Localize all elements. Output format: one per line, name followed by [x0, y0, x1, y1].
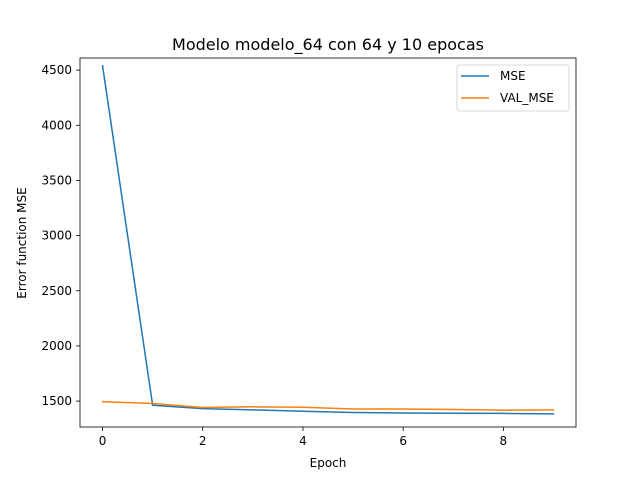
y-tick-label: 4500	[41, 63, 72, 77]
x-tick-label: 2	[199, 434, 207, 448]
series-line-mse	[101, 64, 555, 415]
x-tick-label: 0	[99, 434, 107, 448]
y-tick-label: 4000	[41, 118, 72, 132]
y-axis-label: Error function MSE	[15, 187, 29, 298]
x-axis-label: Epoch	[310, 456, 347, 470]
legend: MSE VAL_MSE	[456, 64, 570, 112]
y-tick-label: 2500	[41, 284, 72, 298]
legend-label: VAL_MSE	[500, 91, 554, 105]
y-tick-label: 2000	[41, 339, 72, 353]
chart-title: Modelo modelo_64 con 64 y 10 epocas	[172, 35, 484, 55]
plot-area: 0 2 4 6 8 1500 2000 2500 3000 3500 4000 4500	[41, 57, 577, 448]
series-line-val-mse	[101, 400, 555, 411]
y-tick-label: 1500	[41, 394, 72, 408]
y-tick-label: 3500	[41, 173, 72, 187]
legend-label: MSE	[500, 69, 526, 83]
axes-frame	[79, 57, 577, 428]
y-tick-label: 3000	[41, 229, 72, 243]
x-tick-label: 6	[399, 434, 407, 448]
x-tick-label: 4	[299, 434, 307, 448]
x-tick-label: 8	[500, 434, 508, 448]
